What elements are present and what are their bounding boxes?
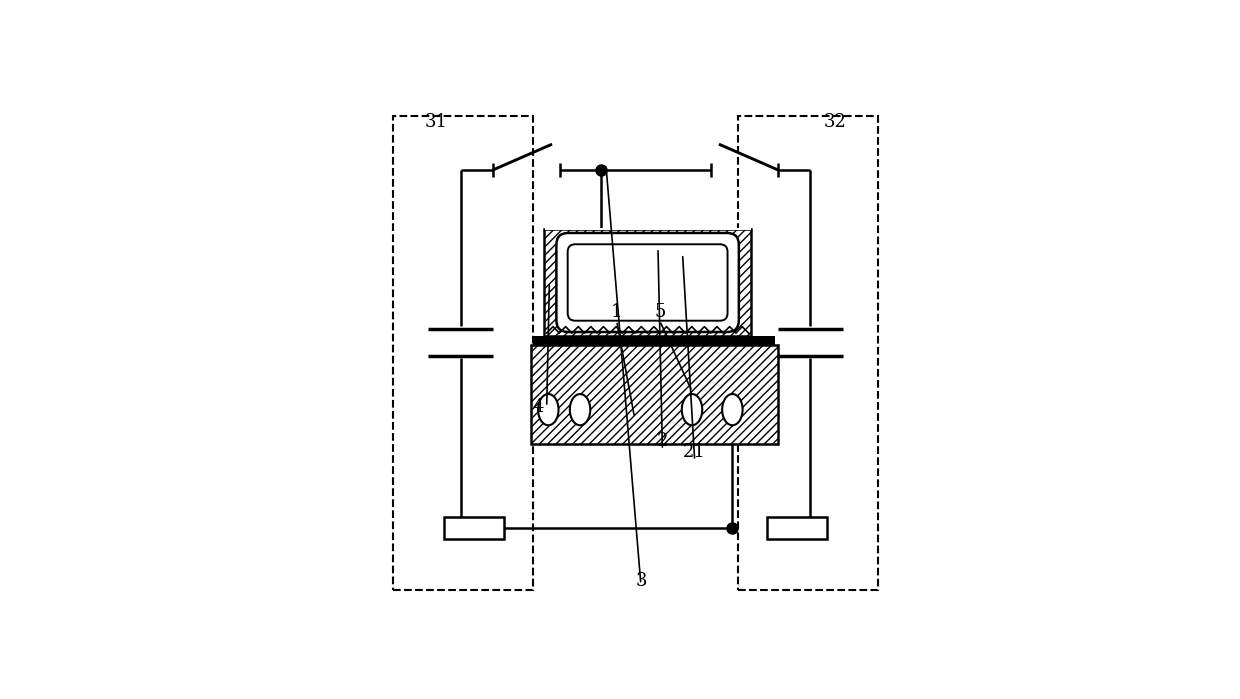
Bar bbox=[544, 228, 750, 230]
Text: 32: 32 bbox=[823, 113, 846, 131]
Text: 21: 21 bbox=[683, 442, 706, 461]
Text: 4: 4 bbox=[533, 398, 544, 416]
Text: 3: 3 bbox=[635, 572, 646, 590]
Text: 1: 1 bbox=[611, 303, 622, 321]
Bar bbox=[768, 517, 827, 539]
Bar bbox=[544, 229, 751, 336]
Ellipse shape bbox=[570, 394, 590, 425]
Bar bbox=[533, 336, 775, 345]
FancyBboxPatch shape bbox=[557, 233, 739, 332]
Bar bbox=[738, 116, 878, 590]
Ellipse shape bbox=[722, 394, 743, 425]
Text: 2: 2 bbox=[657, 432, 668, 450]
Bar bbox=[393, 116, 533, 590]
Ellipse shape bbox=[682, 394, 702, 425]
Bar bbox=[444, 517, 503, 539]
Text: 31: 31 bbox=[425, 113, 448, 131]
Ellipse shape bbox=[538, 394, 558, 425]
Bar bbox=[531, 345, 779, 445]
Text: 5: 5 bbox=[653, 303, 666, 321]
